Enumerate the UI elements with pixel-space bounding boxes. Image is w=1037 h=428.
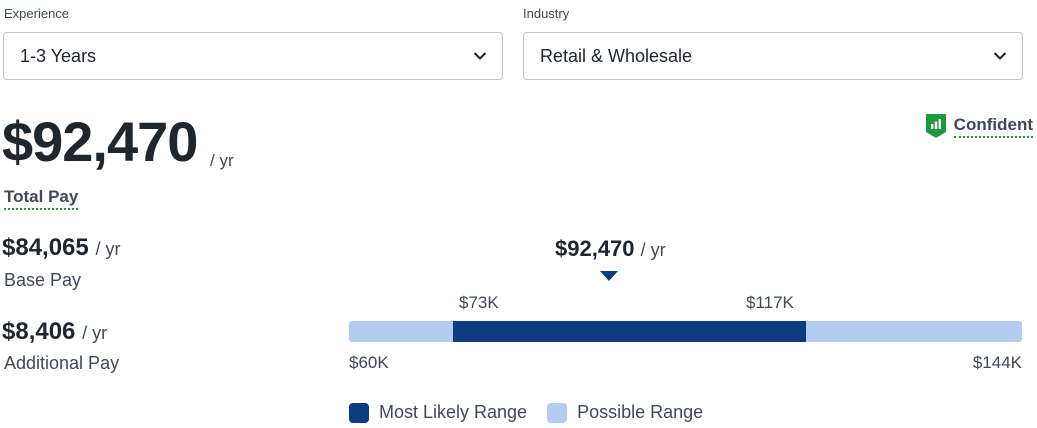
base-pay-label: Base Pay (4, 270, 82, 290)
industry-select[interactable]: Retail & Wholesale (523, 32, 1023, 80)
legend-item-most-likely: Most Likely Range (349, 402, 527, 423)
experience-select[interactable]: 1-3 Years (3, 32, 503, 80)
median-amount: $92,470 (555, 236, 635, 261)
median-per: / yr (640, 240, 666, 260)
experience-value: 1-3 Years (20, 45, 97, 66)
legend-swatch-most-likely (349, 402, 369, 423)
possible-range-bar (349, 321, 1022, 342)
legend-swatch-possible (547, 402, 568, 423)
industry-value: Retail & Wholesale (540, 45, 693, 66)
confidence-label: Confident (953, 114, 1033, 138)
legend-label-possible: Possible Range (577, 402, 704, 422)
industry-label: Industry (523, 6, 570, 21)
likely-range-max-label: $117K (746, 293, 794, 312)
likely-range-min-label: $73K (459, 293, 499, 312)
confidence-badge[interactable]: Confident (924, 112, 1033, 140)
range-legend: Most Likely Range Possible Range (349, 402, 713, 423)
possible-range-max-label: $144K (972, 353, 1022, 372)
base-pay-amount: $84,065 (2, 234, 89, 261)
median-marker (600, 271, 619, 281)
total-pay-label[interactable]: Total Pay (4, 186, 79, 210)
legend-item-possible: Possible Range (547, 402, 703, 423)
experience-label: Experience (4, 6, 70, 21)
total-pay-per: / yr (210, 151, 234, 170)
median-value: $92,470 / yr (555, 238, 666, 260)
most-likely-range-bar (453, 321, 806, 342)
chevron-down-icon (474, 52, 486, 60)
base-pay-value: $84,065 / yr (2, 236, 120, 260)
base-pay-per: / yr (95, 239, 121, 259)
additional-pay-amount: $8,406 (2, 318, 76, 345)
possible-range-min-label: $60K (349, 353, 389, 372)
additional-pay-value: $8,406 / yr (2, 320, 107, 344)
additional-pay-label: Additional Pay (4, 353, 120, 373)
additional-pay-per: / yr (82, 323, 108, 343)
legend-label-most-likely: Most Likely Range (379, 402, 528, 422)
chevron-down-icon (994, 52, 1006, 60)
confidence-bars-icon (925, 114, 946, 138)
total-pay-amount: $92,470 (2, 110, 198, 173)
